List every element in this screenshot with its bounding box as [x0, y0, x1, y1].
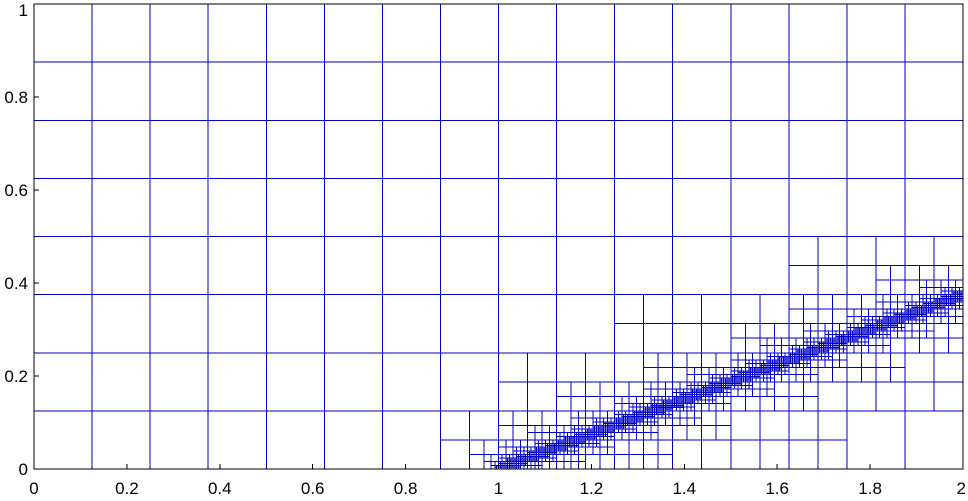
- x-tick-label: 1.2: [580, 479, 604, 498]
- x-tick-label: 0.8: [394, 479, 418, 498]
- x-tick-label: 1.8: [858, 479, 882, 498]
- y-tick-label: 0.2: [4, 367, 28, 386]
- x-tick-label: 0.6: [301, 479, 325, 498]
- y-tick-label: 0.8: [4, 88, 28, 107]
- x-tick-label: 0: [29, 479, 38, 498]
- mesh-cells: [33, 3, 964, 470]
- y-tick-label: 1: [19, 1, 28, 20]
- y-axis-ticks: 0 0.2 0.4 0.6 0.8 1: [4, 1, 39, 479]
- x-tick-label: 0.4: [208, 479, 232, 498]
- x-axis-ticks: 0 0.2 0.4 0.6 0.8 1 1.2 1.4 1.6 1.8 2: [29, 464, 966, 498]
- x-tick-label: 0.2: [115, 479, 139, 498]
- x-tick-label: 1: [494, 479, 503, 498]
- y-tick-label: 0.4: [4, 274, 28, 293]
- x-tick-label: 2: [957, 479, 966, 498]
- y-tick-label: 0.6: [4, 181, 28, 200]
- y-tick-label: 0: [19, 460, 28, 479]
- x-tick-label: 1.4: [672, 479, 696, 498]
- x-tick-label: 1.6: [765, 479, 789, 498]
